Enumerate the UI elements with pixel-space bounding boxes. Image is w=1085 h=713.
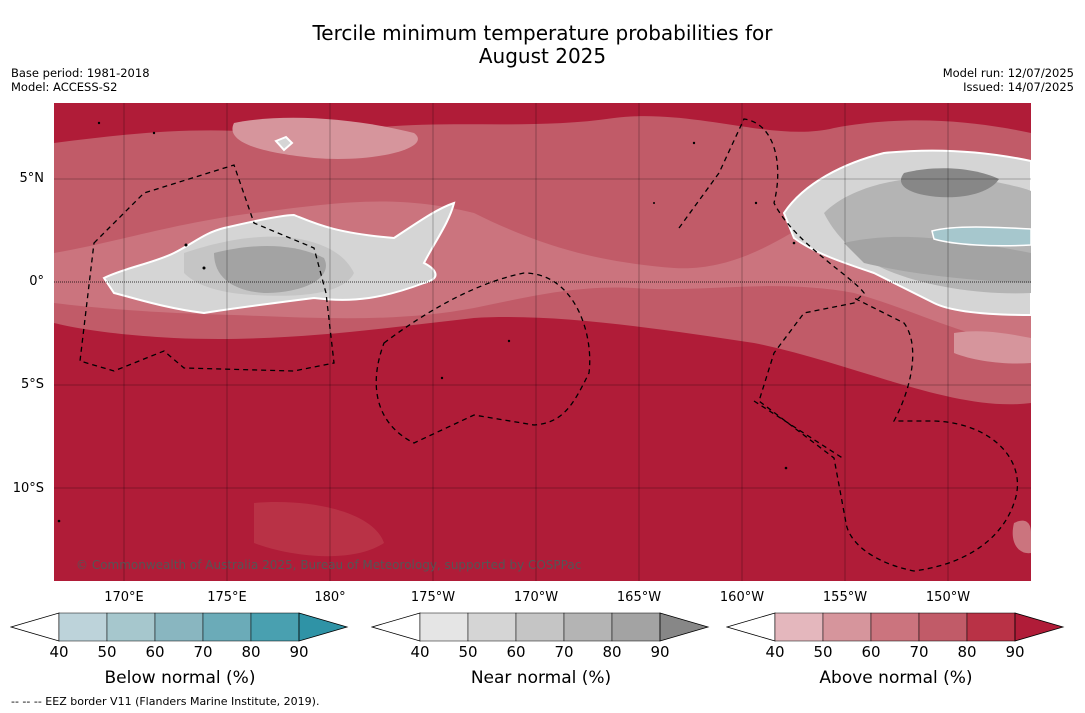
below-normal-east-patch: [931, 226, 1031, 247]
lon-label-180: 180°: [314, 590, 346, 605]
lon-label-165w: 165°W: [616, 590, 662, 605]
colorbar-segment: [515, 612, 565, 642]
tick: 50: [97, 643, 117, 661]
colorbar-above: [726, 612, 1065, 642]
lon-label-175e: 175°E: [207, 590, 247, 605]
islands: [57, 121, 796, 523]
map-title: Tercile minimum temperature probabilitie…: [0, 22, 1085, 68]
colorbar-segment: [966, 612, 1016, 642]
near-normal-west-core: [214, 246, 326, 293]
tick: 60: [506, 643, 526, 661]
colorbar-high-extend: [298, 612, 349, 642]
tick: 90: [1005, 643, 1025, 661]
colorbar-low-extend: [10, 612, 60, 642]
tick: 60: [861, 643, 881, 661]
tick: 50: [813, 643, 833, 661]
colorbar-segment: [774, 612, 824, 642]
tick: 70: [909, 643, 929, 661]
lon-label-150w: 150°W: [925, 590, 971, 605]
lon-label-160w: 160°W: [719, 590, 765, 605]
issued-date: Issued: 14/07/2025: [963, 80, 1074, 94]
meta-right: Model run: 12/07/2025 Issued: 14/07/2025: [943, 66, 1074, 94]
colorbar-segment: [467, 612, 517, 642]
lat-label-5s: 5°S: [20, 377, 44, 392]
colorbar-low-extend: [371, 612, 421, 642]
tick: 90: [289, 643, 309, 661]
colorbar-below-label: Below normal (%): [104, 668, 256, 688]
colorbar-high-extend: [659, 612, 710, 642]
above-normal-patch-south: [1012, 520, 1031, 554]
above-normal-patch-north: [232, 117, 418, 159]
tick: 50: [458, 643, 478, 661]
colorbar-segment: [154, 612, 204, 642]
colorbar-segment: [202, 612, 252, 642]
tick: 90: [650, 643, 670, 661]
colorbar-segment: [918, 612, 968, 642]
copyright-text: © Commonwealth of Australia 2025, Bureau…: [76, 558, 582, 572]
colorbar-low-extend: [726, 612, 776, 642]
probability-map: [54, 103, 1031, 581]
tick: 40: [49, 643, 69, 661]
colorbar-above-label: Above normal (%): [819, 668, 973, 688]
colorbar-segment: [106, 612, 156, 642]
title-line-1: Tercile minimum temperature probabilitie…: [312, 21, 773, 45]
colorbar-high-extend: [1014, 612, 1065, 642]
lat-label-0: 0°: [29, 274, 44, 289]
near-normal-west-spot: [274, 135, 294, 152]
colorbar-below: [10, 612, 349, 642]
model-name: Model: ACCESS-S2: [11, 80, 118, 94]
above-normal-patch-east: [954, 331, 1031, 364]
colorbar-near-label: Near normal (%): [470, 668, 612, 688]
eez-borders: [79, 118, 1019, 572]
colorbar-segment: [58, 612, 108, 642]
tick: 40: [410, 643, 430, 661]
title-line-2: August 2025: [478, 44, 607, 68]
tick: 70: [193, 643, 213, 661]
meta-left: Base period: 1981-2018 Model: ACCESS-S2: [11, 66, 150, 94]
base-period: Base period: 1981-2018: [11, 66, 150, 80]
model-run: Model run: 12/07/2025: [942, 66, 1074, 80]
tick: 60: [145, 643, 165, 661]
tick: 70: [554, 643, 574, 661]
eez-footnote: -- -- -- EEZ border V11 (Flanders Marine…: [11, 695, 320, 708]
lat-label-5n: 5°N: [19, 171, 45, 186]
lon-label-175w: 175°W: [410, 590, 456, 605]
near-normal-east-band: [844, 236, 1031, 283]
colorbar-segment: [870, 612, 920, 642]
colorbar-segment: [563, 612, 613, 642]
colorbar-segment: [611, 612, 661, 642]
tick: 80: [602, 643, 622, 661]
tick: 80: [241, 643, 261, 661]
colorbar-near: [371, 612, 710, 642]
colorbar-segment: [822, 612, 872, 642]
lon-label-170e: 170°E: [104, 590, 144, 605]
lon-label-155w: 155°W: [822, 590, 868, 605]
colorbar-segment: [250, 612, 300, 642]
near-normal-east-core: [900, 168, 999, 198]
above-normal-patch-sw: [254, 502, 384, 557]
lat-label-10s: 10°S: [12, 481, 44, 496]
graticule: [54, 103, 1031, 581]
tick: 80: [957, 643, 977, 661]
colorbar-segment: [419, 612, 469, 642]
lon-label-170w: 170°W: [513, 590, 559, 605]
tick: 40: [765, 643, 785, 661]
